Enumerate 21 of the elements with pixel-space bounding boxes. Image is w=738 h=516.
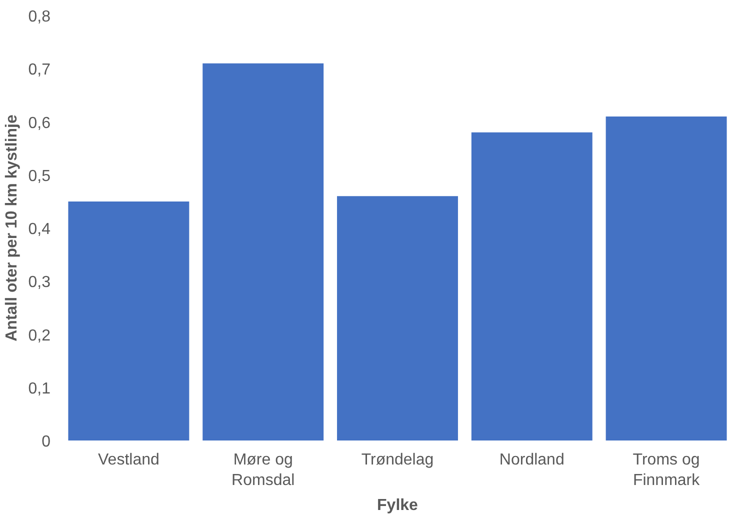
x-tick-label: Troms og Finnmark: [632, 452, 701, 489]
y-tick-label: 0,6: [28, 114, 51, 132]
y-tick-label: 0,3: [28, 274, 51, 292]
y-tick-label: 0,2: [28, 327, 51, 344]
x-axis-title: Fylke: [377, 496, 418, 514]
bar: [202, 63, 324, 440]
bar: [471, 132, 592, 440]
y-tick-label: 0,5: [28, 168, 51, 185]
x-tick-label: Trøndelag: [361, 452, 434, 468]
y-tick-label: 0,8: [28, 8, 51, 26]
y-tick-label: 0,7: [28, 62, 51, 79]
y-tick-label: 0,1: [28, 380, 51, 398]
y-axis-title: Antall oter per 10 km kystlinje: [3, 114, 20, 342]
bar: [68, 201, 190, 440]
x-tick-label: Vestland: [98, 452, 160, 468]
x-tick-label: Nordland: [499, 452, 564, 468]
x-tick-label: Møre og Romsdal: [232, 452, 295, 489]
y-tick-label: 0: [42, 434, 51, 450]
bar: [337, 196, 458, 440]
bar: [606, 116, 727, 440]
y-tick-label: 0,4: [28, 221, 51, 238]
